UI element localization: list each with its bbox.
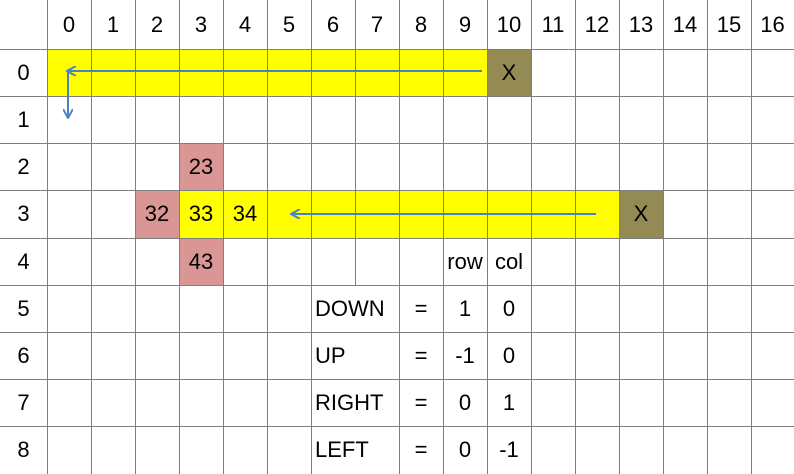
grid-vline [707,0,708,474]
grid-hline [0,49,794,50]
grid-vline [399,0,400,474]
column-header[interactable]: 0 [62,12,76,37]
grid-hline [0,190,794,191]
cell-text[interactable]: 0 [458,437,472,462]
cell-text[interactable]: 1 [458,295,472,321]
column-header[interactable]: 1 [106,12,120,37]
row-header[interactable]: 4 [17,248,30,274]
column-header[interactable]: 12 [584,12,610,37]
grid-vline [487,0,488,474]
grid-vline [531,0,532,474]
column-header[interactable]: 16 [760,12,785,37]
grid-vline [663,0,664,474]
column-header[interactable]: 10 [496,12,522,37]
cell-text[interactable]: = [414,342,428,368]
cell-text[interactable]: 43 [188,248,214,274]
row-header[interactable]: 7 [17,389,30,415]
grid-hline [0,332,794,333]
cell-fill-olive [487,49,531,96]
column-header[interactable]: 8 [414,12,428,37]
cell-text[interactable]: 34 [232,201,258,226]
cell-text[interactable]: X [633,201,649,226]
column-header[interactable]: 3 [194,12,208,37]
cell-text[interactable]: 0 [502,342,516,368]
cell-fill-pink [179,143,223,190]
grid-vline [91,0,92,474]
row-header[interactable]: 1 [17,106,30,132]
cell-text[interactable]: = [414,389,428,415]
cell-fill-pink [179,238,223,285]
grid-hline [0,96,794,97]
grid-vline [355,0,356,285]
column-header[interactable]: 14 [672,12,698,37]
column-header[interactable]: 15 [716,12,742,37]
column-header[interactable]: 5 [282,12,296,37]
cell-text[interactable]: 1 [502,389,516,415]
grid-hline [0,379,794,380]
grid-hline [0,285,794,286]
cell-text[interactable]: 32 [144,201,170,226]
cell-text[interactable]: 0 [502,295,516,321]
grid-vline [179,0,180,474]
cell-text[interactable]: RIGHT [315,389,384,415]
column-header[interactable]: 7 [370,12,384,37]
grid-vline [751,0,752,474]
cell-text[interactable]: X [501,59,517,85]
grid-vline [311,0,312,474]
column-header[interactable]: 6 [326,12,340,37]
grid-vline [135,0,136,474]
row-header[interactable]: 3 [17,201,30,226]
cell-text[interactable]: 23 [188,153,214,179]
cell-text[interactable]: = [414,295,428,321]
cell-fill-olive [619,190,663,238]
cell-text[interactable]: 33 [188,201,214,226]
grid-vline [267,0,268,474]
column-header[interactable]: 2 [150,12,164,37]
row-header[interactable]: 8 [17,437,30,462]
grid-vline [575,0,576,474]
grid-vline [619,0,620,474]
cell-text[interactable]: -1 [455,342,475,368]
cell-text[interactable]: 0 [458,389,472,415]
cell-text[interactable]: LEFT [315,437,369,462]
grid-hline [0,426,794,427]
cell-text[interactable]: row [447,248,483,274]
row-header[interactable]: 5 [17,295,30,321]
row-header[interactable]: 2 [17,153,30,179]
cell-text[interactable]: = [414,437,428,462]
grid-vline [47,0,48,474]
column-header[interactable]: 9 [458,12,472,37]
cell-text[interactable]: DOWN [315,295,385,321]
grid-vline [443,0,444,474]
grid-vline [223,0,224,474]
column-header[interactable]: 11 [541,12,565,37]
row-header[interactable]: 6 [17,342,30,368]
row-header[interactable]: 0 [17,59,30,85]
column-header[interactable]: 4 [238,12,252,37]
cell-text[interactable]: -1 [499,437,519,462]
cell-text[interactable]: col [494,248,524,274]
grid-hline [0,143,794,144]
column-header[interactable]: 13 [628,12,654,37]
cell-fill-pink [135,190,179,238]
cell-text[interactable]: UP [315,342,346,368]
grid-hline [0,238,794,239]
